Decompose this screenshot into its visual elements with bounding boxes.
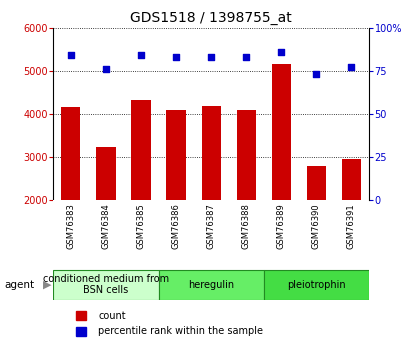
Point	[277, 49, 284, 55]
Bar	[236, 109, 255, 200]
Point	[312, 71, 319, 77]
Point	[347, 65, 354, 70]
Text: GSM76389: GSM76389	[276, 204, 285, 249]
Text: GSM76390: GSM76390	[311, 204, 320, 249]
Text: GSM76384: GSM76384	[101, 204, 110, 249]
Text: GSM76385: GSM76385	[136, 204, 145, 249]
Text: count: count	[98, 311, 126, 321]
Text: pleiotrophin: pleiotrophin	[286, 280, 345, 289]
Bar	[131, 100, 150, 200]
Point	[137, 52, 144, 58]
Text: GSM76386: GSM76386	[171, 204, 180, 249]
Bar	[201, 106, 220, 200]
Bar	[61, 107, 80, 200]
Title: GDS1518 / 1398755_at: GDS1518 / 1398755_at	[130, 11, 291, 25]
Point	[102, 66, 109, 72]
Text: GSM76391: GSM76391	[346, 204, 355, 249]
Point	[207, 54, 214, 60]
Text: GSM76388: GSM76388	[241, 204, 250, 249]
Bar	[271, 64, 290, 200]
Text: GSM76383: GSM76383	[66, 204, 75, 249]
Bar	[306, 166, 325, 200]
Bar	[263, 270, 368, 299]
Text: percentile rank within the sample: percentile rank within the sample	[98, 326, 263, 336]
Bar	[341, 159, 360, 200]
Point	[67, 52, 74, 58]
Text: agent: agent	[4, 280, 34, 289]
Point	[243, 54, 249, 60]
Bar	[166, 109, 185, 200]
Bar	[96, 148, 115, 200]
Text: GSM76387: GSM76387	[206, 204, 215, 249]
Point	[172, 54, 179, 60]
Text: heregulin: heregulin	[188, 280, 234, 289]
Text: conditioned medium from
BSN cells: conditioned medium from BSN cells	[43, 274, 169, 295]
Bar	[53, 270, 158, 299]
Bar	[158, 270, 263, 299]
Text: ▶: ▶	[43, 280, 52, 289]
